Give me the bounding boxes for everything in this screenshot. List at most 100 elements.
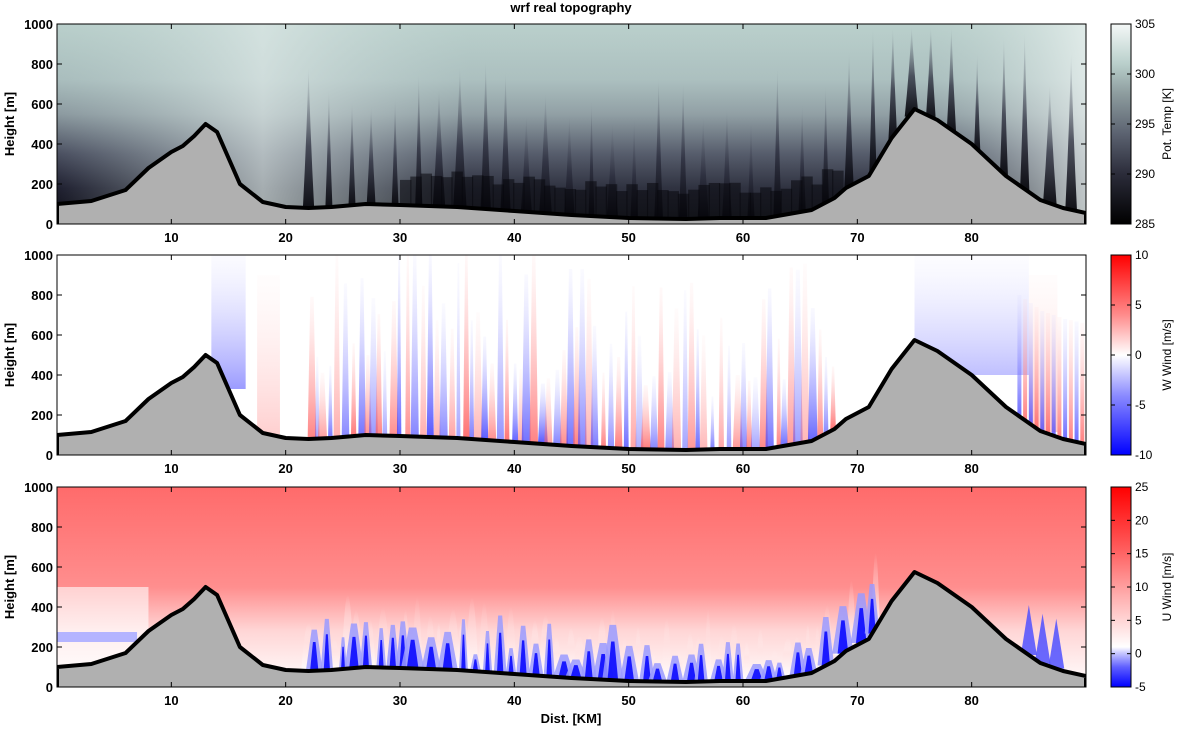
u-wind-reversed-core <box>764 666 774 681</box>
pot-temp-plume <box>325 87 333 212</box>
u-wind-reversed-core <box>310 641 319 671</box>
y-axis-label: Height [m] <box>2 323 17 387</box>
stable-layer <box>729 182 741 219</box>
u-wind-reversed-core <box>607 641 619 681</box>
stable-layer <box>770 190 782 224</box>
w-wind-stripe <box>496 255 504 442</box>
x-tick-label: 80 <box>964 230 978 245</box>
x-tick-label: 40 <box>507 693 521 708</box>
stable-layer <box>564 189 577 224</box>
w-wind-stripe <box>481 336 489 440</box>
w-wind-stripe <box>687 282 696 450</box>
x-tick-label: 30 <box>393 693 407 708</box>
stable-layer <box>801 176 813 213</box>
w-wind-stripe <box>504 319 510 442</box>
y-tick-label: 600 <box>31 560 53 575</box>
w-wind-stripe <box>793 269 803 444</box>
pot-temp-plume <box>302 65 315 212</box>
pot-temp-plume <box>1042 83 1057 208</box>
u-wind-reversed-core <box>804 655 814 674</box>
u-wind-reversed-core <box>485 643 490 673</box>
w-wind-stripe <box>780 379 788 446</box>
y-tick-label: 200 <box>31 408 53 423</box>
w-wind-stripe <box>368 297 378 436</box>
w-wind-stripe <box>473 312 483 440</box>
colorbar-tick-label: -10 <box>1135 448 1153 462</box>
w-wind-stripe <box>1028 303 1033 423</box>
x-tick-label: 80 <box>964 693 978 708</box>
u-wind-reversed-core <box>508 655 514 674</box>
colorbar-label: U Wind [m/s] <box>1160 553 1174 622</box>
colorbar-tick-label: -5 <box>1135 680 1146 694</box>
stable-layer <box>718 183 731 220</box>
pot-temp-plume <box>1019 31 1030 194</box>
stable-layer <box>811 184 824 221</box>
x-tick-label: 40 <box>507 461 521 476</box>
colorbar-tick-label: 290 <box>1135 167 1155 181</box>
u-wind-reversed-core <box>837 620 849 654</box>
stable-layer <box>667 191 679 224</box>
stable-layer <box>791 180 803 217</box>
w-wind-stripe <box>1074 321 1079 442</box>
w-wind-stripe <box>1063 319 1068 439</box>
w-wind-stripe <box>307 296 317 439</box>
colorbar-tick-label: 10 <box>1135 248 1149 262</box>
stable-layer <box>420 173 433 210</box>
stable-layer <box>492 184 505 221</box>
u-wind-reversed-core <box>868 598 876 634</box>
terrain-profile <box>57 570 1086 687</box>
terrain-profile <box>57 107 1086 224</box>
y-axis-label: Height [m] <box>2 555 17 619</box>
stable-layer <box>605 184 618 221</box>
w-wind-stripe <box>487 363 497 441</box>
w-wind-stripe <box>1051 315 1056 435</box>
w-wind-stripe <box>739 343 748 449</box>
w-wind-stripe <box>759 299 768 449</box>
u-wind-reversed-core <box>519 640 527 675</box>
w-wind-stripe <box>584 278 594 447</box>
u-wind-reversed-flow <box>57 584 1065 682</box>
w-wind-stripe <box>590 325 599 448</box>
u-wind-reversed-core <box>686 662 697 682</box>
y-tick-label: 0 <box>46 448 53 463</box>
w-wind-stripe <box>1080 322 1085 443</box>
w-wind-stripe <box>553 369 562 446</box>
w-wind-stripe <box>389 301 399 436</box>
stable-layer <box>760 187 772 224</box>
colorbar-tick-label: 15 <box>1135 547 1149 561</box>
x-tick-label: 10 <box>164 693 178 708</box>
w-wind-broad-cell <box>257 275 280 435</box>
w-wind-stripe <box>1017 295 1022 415</box>
stable-layer <box>739 192 752 224</box>
stable-layer <box>657 190 669 224</box>
stable-layer <box>636 190 649 224</box>
w-wind-stripe <box>512 363 519 443</box>
pot-temp-plume <box>366 104 376 209</box>
x-tick-label: 60 <box>736 461 750 476</box>
pot-temp-plume <box>348 99 356 210</box>
u-wind-reversed-core <box>426 646 437 670</box>
stable-layer <box>749 192 762 224</box>
w-wind-stripe <box>463 255 470 439</box>
w-wind-stripe <box>1045 313 1050 433</box>
pot-temp-plume <box>869 26 877 174</box>
stable-layer <box>461 176 474 213</box>
u-wind-reversed-core <box>793 652 803 676</box>
x-tick-label: 20 <box>278 461 292 476</box>
stable-layer <box>482 175 494 212</box>
w-wind-stripe <box>746 380 753 449</box>
x-tick-label: 10 <box>164 230 178 245</box>
w-wind-stripe <box>375 314 383 436</box>
u-wind-streak <box>742 641 752 681</box>
u-wind-reversed-core <box>624 656 635 682</box>
y-tick-label: 800 <box>31 288 53 303</box>
stable-layer <box>513 182 525 219</box>
w-wind-stripe <box>657 287 665 450</box>
u-wind-reversed-core <box>643 655 651 682</box>
pot-temp-plumes <box>302 26 1078 224</box>
colorbar-tick-label: 20 <box>1135 513 1149 527</box>
stable-layer <box>430 175 443 212</box>
pot-temp-plume <box>480 58 492 213</box>
